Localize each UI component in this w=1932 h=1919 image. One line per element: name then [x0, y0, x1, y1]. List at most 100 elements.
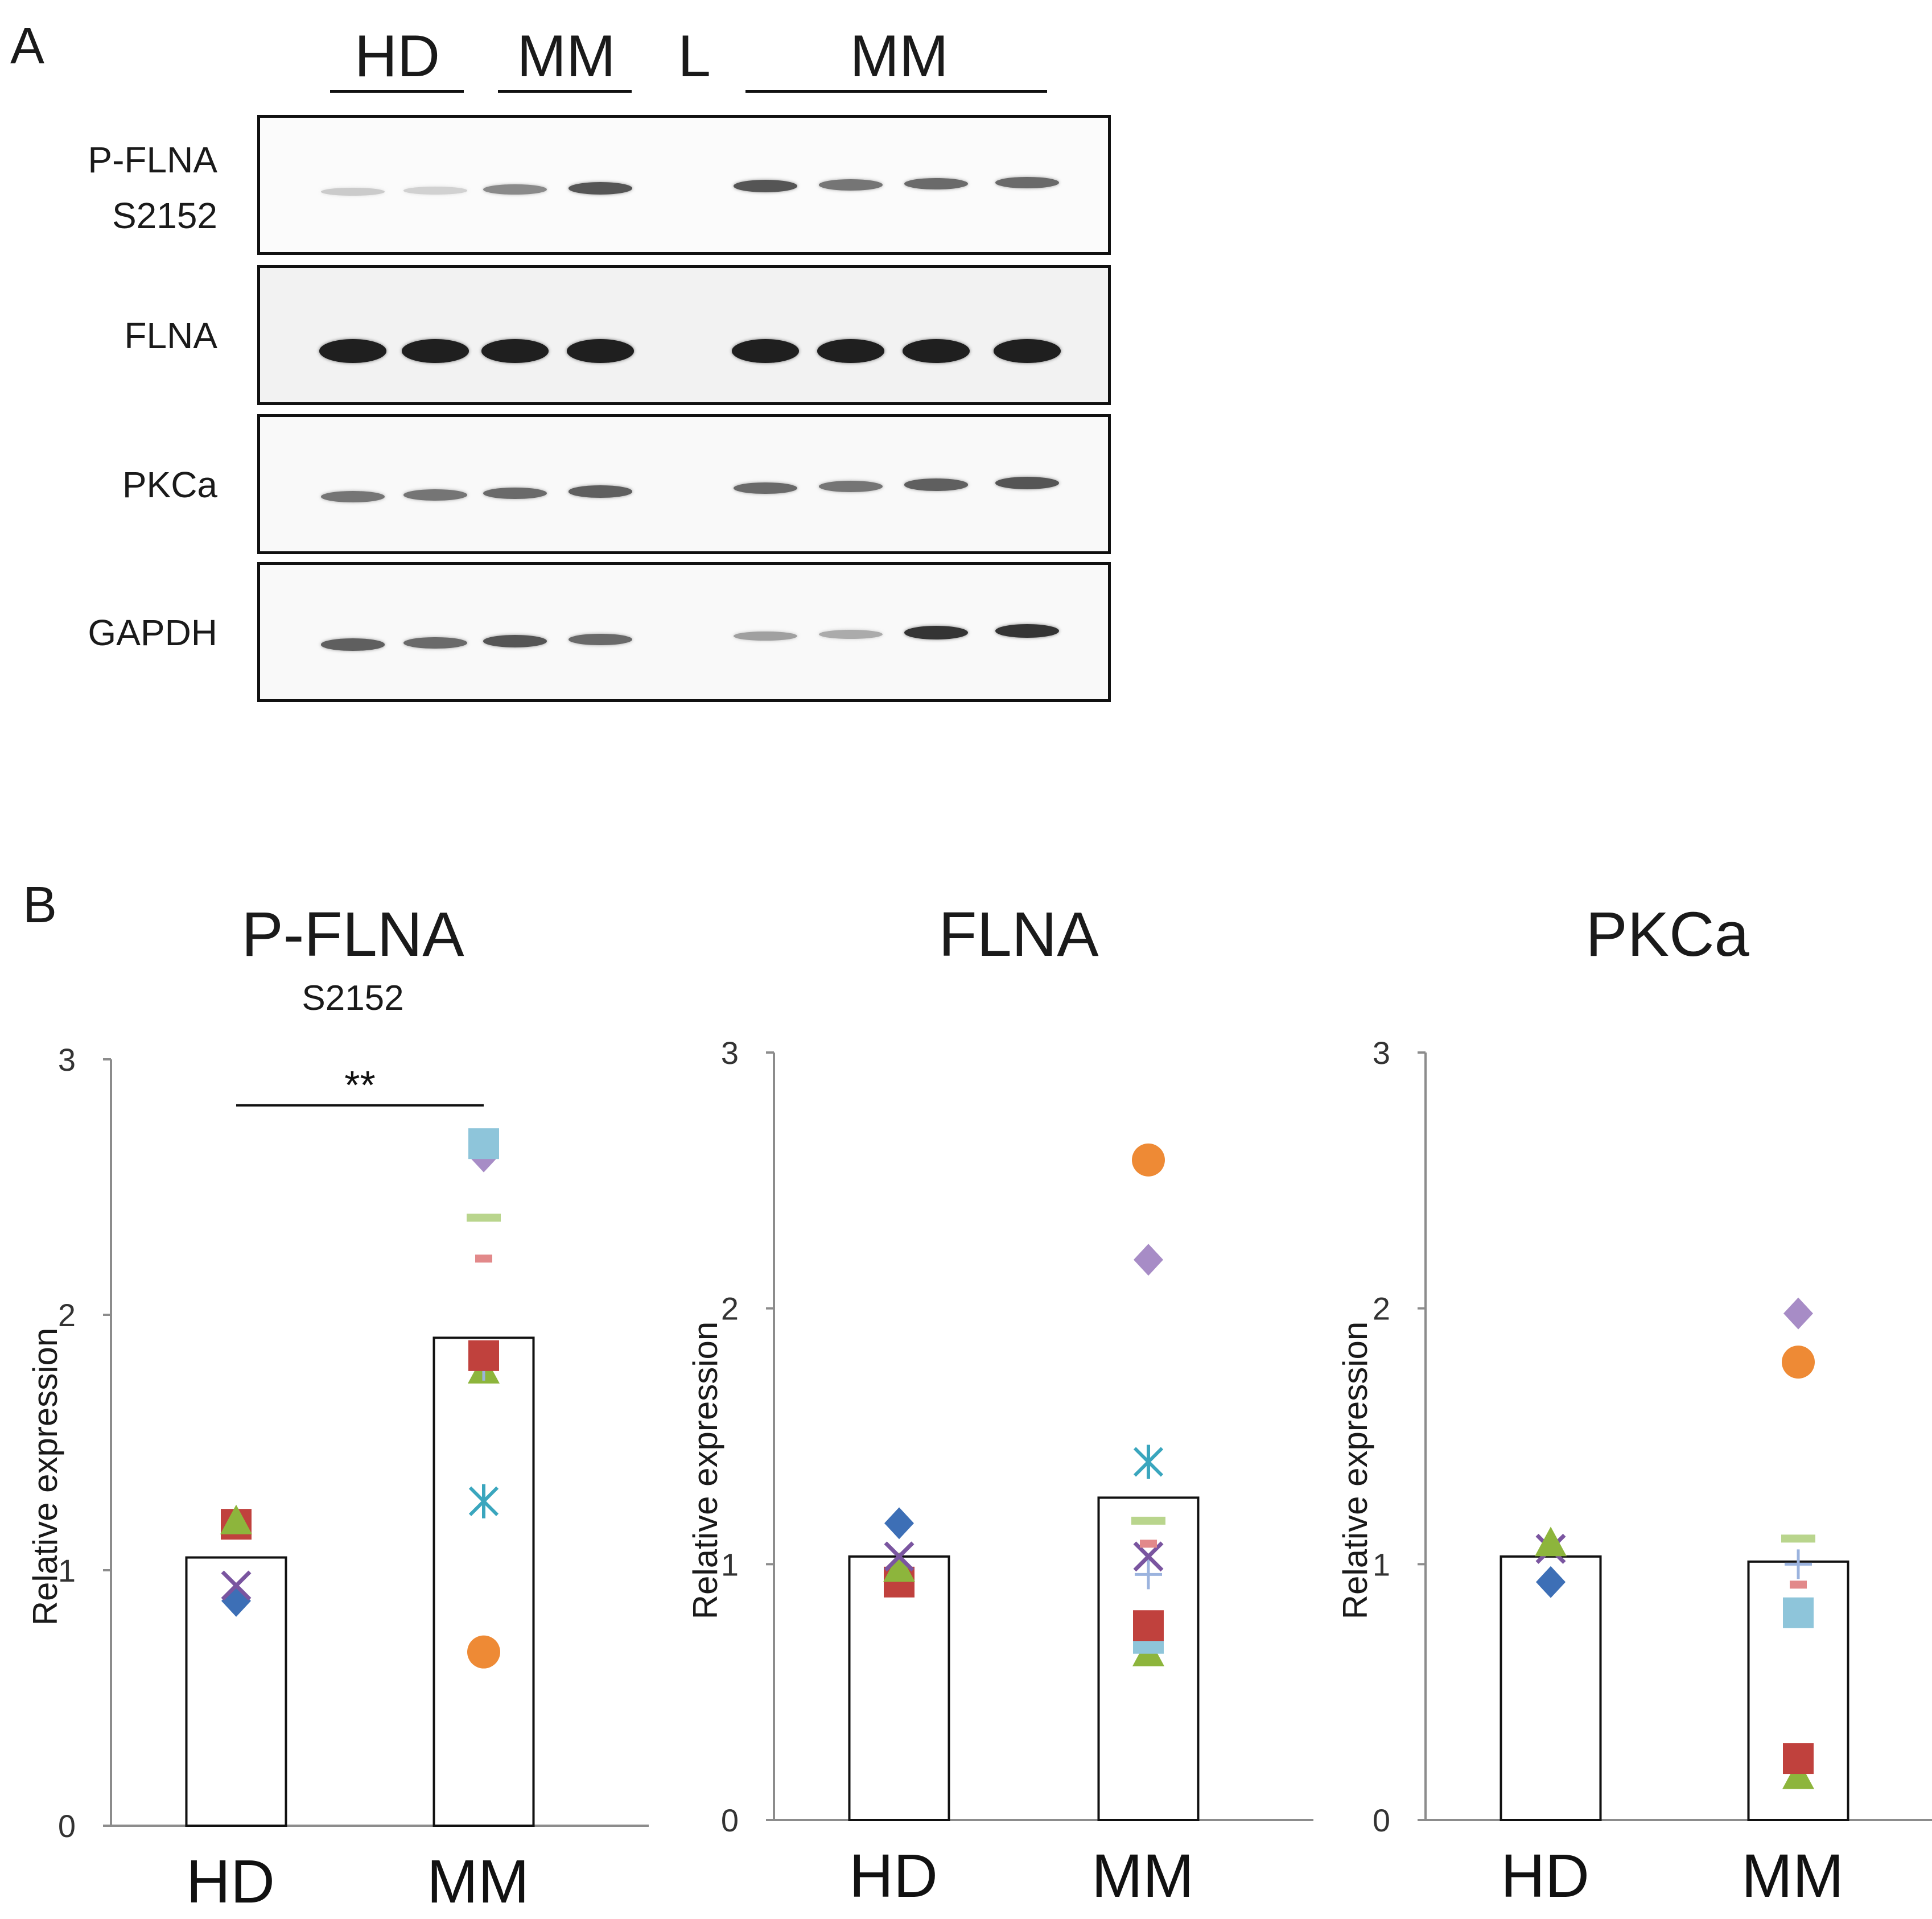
x-category-label: MM [1741, 1841, 1844, 1910]
data-point-circle [1132, 1143, 1165, 1177]
data-point-triangle [1782, 1759, 1814, 1789]
y-tick-label: 0 [721, 1802, 739, 1838]
data-point-x [884, 1541, 914, 1572]
chart-title: FLNA [938, 899, 1099, 969]
data-point-diamond [1536, 1566, 1566, 1598]
blot-band [734, 631, 797, 641]
x-category-label: HD [186, 1847, 275, 1916]
blot-label-line: P-FLNA [88, 139, 217, 180]
data-point-circle [1782, 1346, 1815, 1379]
blot-band [732, 339, 799, 363]
chart-title: P-FLNA [241, 899, 464, 969]
blot-band [995, 477, 1059, 489]
y-axis-label: Relative expression [26, 1328, 64, 1626]
blot-band [995, 624, 1059, 638]
data-point-asterisk [468, 1484, 499, 1518]
data-point-dash-short [1790, 1580, 1807, 1589]
blot-band [483, 487, 547, 500]
lane-group-underline [330, 90, 464, 93]
data-point-dash [467, 1214, 501, 1222]
lane-group-label: MM [517, 23, 616, 89]
data-point-triangle [1535, 1526, 1567, 1557]
y-tick-label: 2 [58, 1297, 76, 1333]
data-point-dash [1781, 1534, 1815, 1543]
lane-group-label: MM [850, 23, 949, 89]
data-point-diamond [884, 1507, 914, 1540]
data-point-dash-short [1140, 1540, 1157, 1548]
blot-band [321, 187, 385, 196]
data-point-square [468, 1128, 499, 1159]
chart-1: P-FLNA S2152 0 1 2 3 Relative expression HD MM ** [26, 899, 649, 1916]
blot-band [321, 638, 385, 651]
blot-band [403, 489, 467, 501]
panel-letter-a: A [10, 18, 45, 75]
data-point-diamond [1783, 1297, 1813, 1330]
blot-band [569, 633, 632, 646]
blot-band [481, 339, 549, 363]
y-tick-label: 3 [1373, 1035, 1390, 1071]
blot-strip [257, 414, 1111, 554]
lane-group-label: HD [354, 23, 440, 89]
data-point-asterisk [1133, 1445, 1164, 1479]
y-tick-label: 2 [1373, 1291, 1390, 1327]
data-point-triangle [220, 1504, 252, 1534]
data-point-circle [467, 1635, 500, 1669]
panel-letter-b: B [23, 877, 57, 934]
blot-band [904, 626, 968, 639]
blot-band [904, 178, 968, 190]
data-point-diamond [1134, 1244, 1163, 1276]
blot-band [995, 176, 1059, 189]
blot-band [819, 481, 883, 492]
blot-band [402, 339, 469, 363]
y-axis-label: Relative expression [1336, 1322, 1374, 1620]
blot-band [321, 491, 385, 502]
blot-band [994, 339, 1061, 363]
blot-band [483, 184, 547, 195]
blot-label: PKCa [122, 464, 217, 505]
y-tick-label: 3 [721, 1035, 739, 1071]
blot-band [403, 187, 467, 195]
data-point-plus [1135, 1559, 1162, 1590]
blot-band [817, 339, 884, 363]
blot-strip [257, 115, 1111, 255]
blot-band [319, 339, 386, 363]
data-point-square [1783, 1597, 1814, 1628]
blot-band [734, 180, 797, 192]
bar-hd [1500, 1555, 1602, 1821]
blot-strip [257, 265, 1111, 405]
chart-2: FLNA 0 1 2 3 Relative expression HD MM [686, 899, 1313, 1910]
bar-mm [432, 1336, 535, 1827]
blot-band [569, 182, 632, 195]
chart-3: PKCa 0 1 2 3 Relative expression HD MM [1336, 899, 1932, 1910]
lane-group-underline [498, 90, 632, 93]
y-tick-label: 0 [1373, 1802, 1390, 1838]
data-point-square [1133, 1610, 1164, 1641]
data-point-square [468, 1340, 499, 1371]
y-tick-label: 1 [1373, 1546, 1390, 1582]
data-point-x [221, 1570, 252, 1601]
blot-band [483, 635, 547, 647]
blot-band [567, 339, 634, 363]
data-point-plus [1785, 1549, 1812, 1579]
y-tick-label: 1 [721, 1546, 739, 1582]
y-tick-label: 1 [58, 1553, 76, 1588]
data-point-x [1133, 1541, 1164, 1572]
blot-label: GAPDH [88, 612, 217, 653]
x-category-label: MM [427, 1847, 529, 1916]
data-point-square [1783, 1743, 1814, 1774]
blot-band [403, 637, 467, 649]
y-tick-label: 3 [58, 1042, 76, 1078]
x-category-label: HD [849, 1841, 938, 1910]
data-point-dash-short [475, 1254, 492, 1263]
blot-label: P-FLNA S2152 [30, 132, 217, 244]
y-tick-label: 2 [721, 1291, 739, 1327]
x-category-label: MM [1091, 1841, 1194, 1910]
data-point-dash [1131, 1516, 1165, 1525]
significance-label: ** [344, 1063, 375, 1107]
blot-band [569, 485, 632, 498]
lane-group-label: L [678, 23, 711, 89]
blot-band [903, 339, 970, 363]
chart-title: PKCa [1585, 899, 1749, 969]
blot-band [819, 179, 883, 191]
